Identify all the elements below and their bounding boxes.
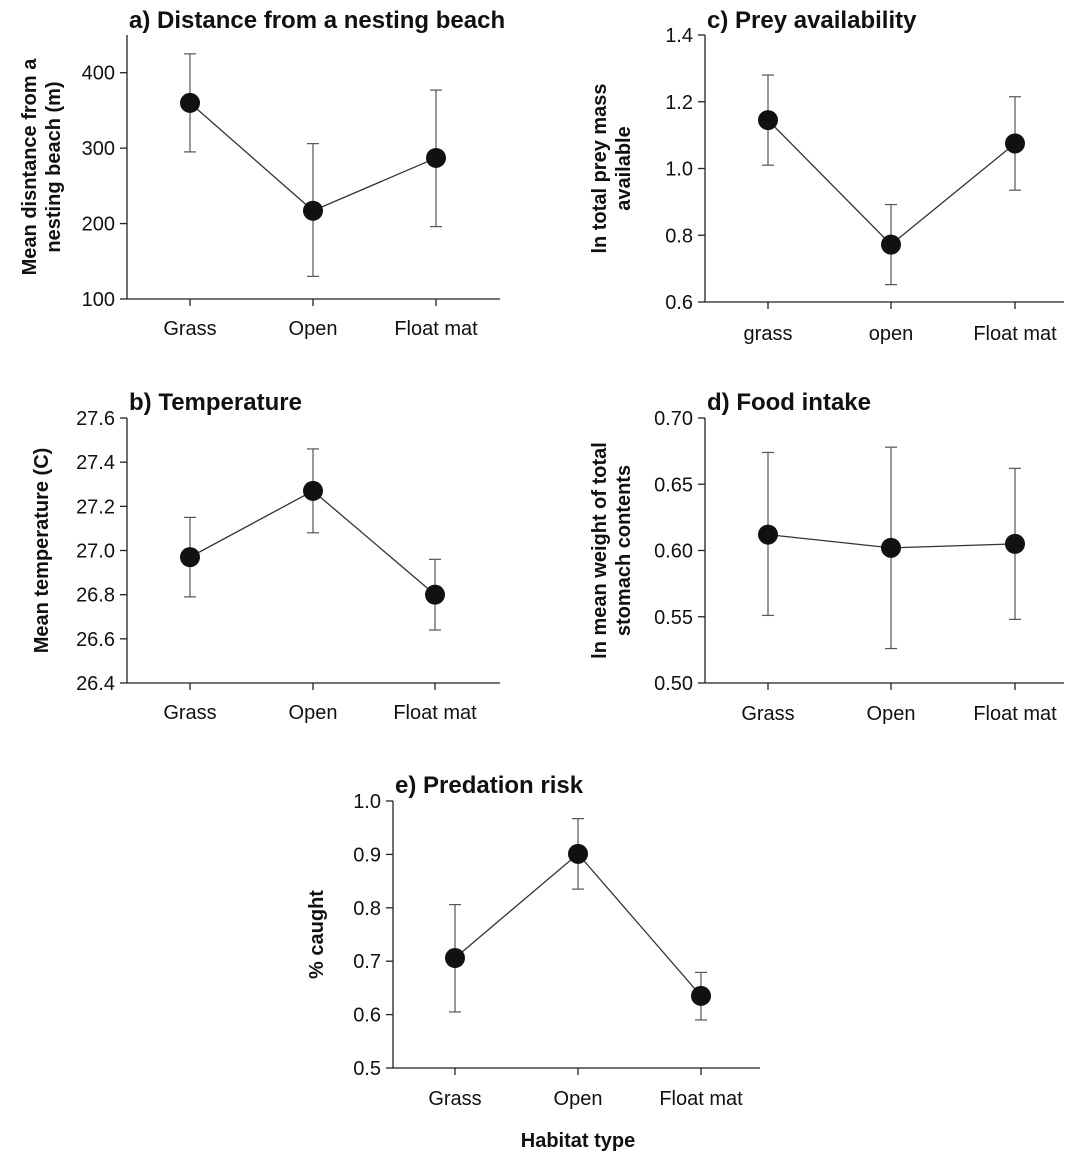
y-tick-label: 0.50 — [654, 673, 693, 695]
data-point — [691, 985, 711, 1006]
x-tick-label: Float mat — [393, 702, 477, 724]
y-tick-label: 0.55 — [654, 607, 693, 629]
y-tick-label: 27.4 — [76, 452, 115, 474]
y-axis-label: available — [613, 126, 635, 211]
y-tick-label: 0.70 — [654, 408, 693, 430]
y-axis-label: ln total prey mass — [589, 83, 611, 253]
data-point — [758, 524, 778, 545]
y-tick-label: 0.9 — [353, 844, 381, 866]
y-tick-label: 0.7 — [353, 951, 381, 973]
panel-c: 0.6 0.8 1.0 1.2 1.4 grass open Float mat c) Prey… — [589, 7, 1064, 345]
y-tick-label: 0.8 — [665, 225, 693, 247]
x-tick-label: Open — [289, 318, 338, 340]
data-point — [303, 200, 323, 221]
x-tick-label: Float mat — [659, 1088, 743, 1110]
x-tick-label: Open — [867, 703, 916, 725]
x-tick-label: Grass — [428, 1088, 481, 1110]
panel-title: b) Temperature — [129, 389, 302, 416]
panel-a: 100 200 300 400 Grass Open Float mat a) Distanc… — [19, 7, 505, 340]
y-tick-label: 200 — [82, 214, 115, 236]
y-axis-label: % caught — [306, 890, 328, 979]
y-tick-label: 300 — [82, 138, 115, 160]
x-tick-label: open — [869, 323, 914, 345]
x-tick-label: Grass — [163, 318, 216, 340]
panel-b: 26.4 26.6 26.8 27.0 27.2 27.4 27.6 Grass Open Flo… — [31, 389, 500, 724]
data-point — [568, 843, 588, 864]
x-tick-label: grass — [744, 323, 793, 345]
y-tick-label: 27.0 — [76, 541, 115, 563]
x-tick-label: Open — [289, 702, 338, 724]
data-point — [426, 147, 446, 168]
data-point — [445, 947, 465, 968]
data-point — [303, 480, 323, 501]
y-tick-label: 0.8 — [353, 898, 381, 920]
x-tick-label: Open — [554, 1088, 603, 1110]
data-point — [1005, 533, 1025, 554]
y-tick-label: 26.6 — [76, 629, 115, 651]
panel-title: d) Food intake — [707, 389, 871, 416]
x-axis-label: Habitat type — [521, 1130, 635, 1152]
panel-title: e) Predation risk — [395, 772, 584, 799]
y-tick-label: 1.2 — [665, 92, 693, 114]
y-tick-label: 1.0 — [665, 159, 693, 181]
y-tick-label: 27.2 — [76, 496, 115, 518]
panel-d: 0.50 0.55 0.60 0.65 0.70 Grass Open Float mat d)… — [589, 389, 1064, 725]
y-tick-label: 400 — [82, 63, 115, 85]
data-point — [758, 110, 778, 131]
y-tick-label: 26.4 — [76, 673, 115, 695]
data-point — [881, 234, 901, 255]
y-axis-label: stomach contents — [613, 465, 635, 636]
data-point — [881, 537, 901, 558]
panel-e: 0.5 0.6 0.7 0.8 0.9 1.0 Grass Open Float mat e) P… — [306, 772, 760, 1152]
x-tick-label: Grass — [163, 702, 216, 724]
y-tick-label: 0.5 — [353, 1058, 381, 1080]
y-tick-label: 26.8 — [76, 585, 115, 607]
y-tick-label: 100 — [82, 289, 115, 311]
x-tick-label: Float mat — [973, 323, 1057, 345]
y-tick-label: 0.6 — [353, 1005, 381, 1027]
y-tick-label: 27.6 — [76, 408, 115, 430]
y-axis-label: Mean disntance from a — [19, 58, 41, 276]
data-point — [180, 547, 200, 568]
x-tick-label: Grass — [741, 703, 794, 725]
y-tick-label: 1.4 — [665, 25, 693, 47]
y-tick-label: 1.0 — [353, 791, 381, 813]
x-tick-label: Float mat — [973, 703, 1057, 725]
panel-title: c) Prey availability — [707, 7, 917, 34]
y-axis-label: Mean temperature (C) — [31, 448, 53, 654]
x-tick-label: Float mat — [394, 318, 478, 340]
y-tick-label: 0.65 — [654, 474, 693, 496]
y-axis-label: ln mean weight of total — [589, 442, 611, 659]
y-tick-label: 0.6 — [665, 292, 693, 314]
data-point — [425, 584, 445, 605]
y-axis-label: nesting beach (m) — [43, 81, 65, 252]
data-point — [1005, 133, 1025, 154]
data-point — [180, 92, 200, 113]
y-tick-label: 0.60 — [654, 541, 693, 563]
panel-title: a) Distance from a nesting beach — [129, 7, 505, 34]
